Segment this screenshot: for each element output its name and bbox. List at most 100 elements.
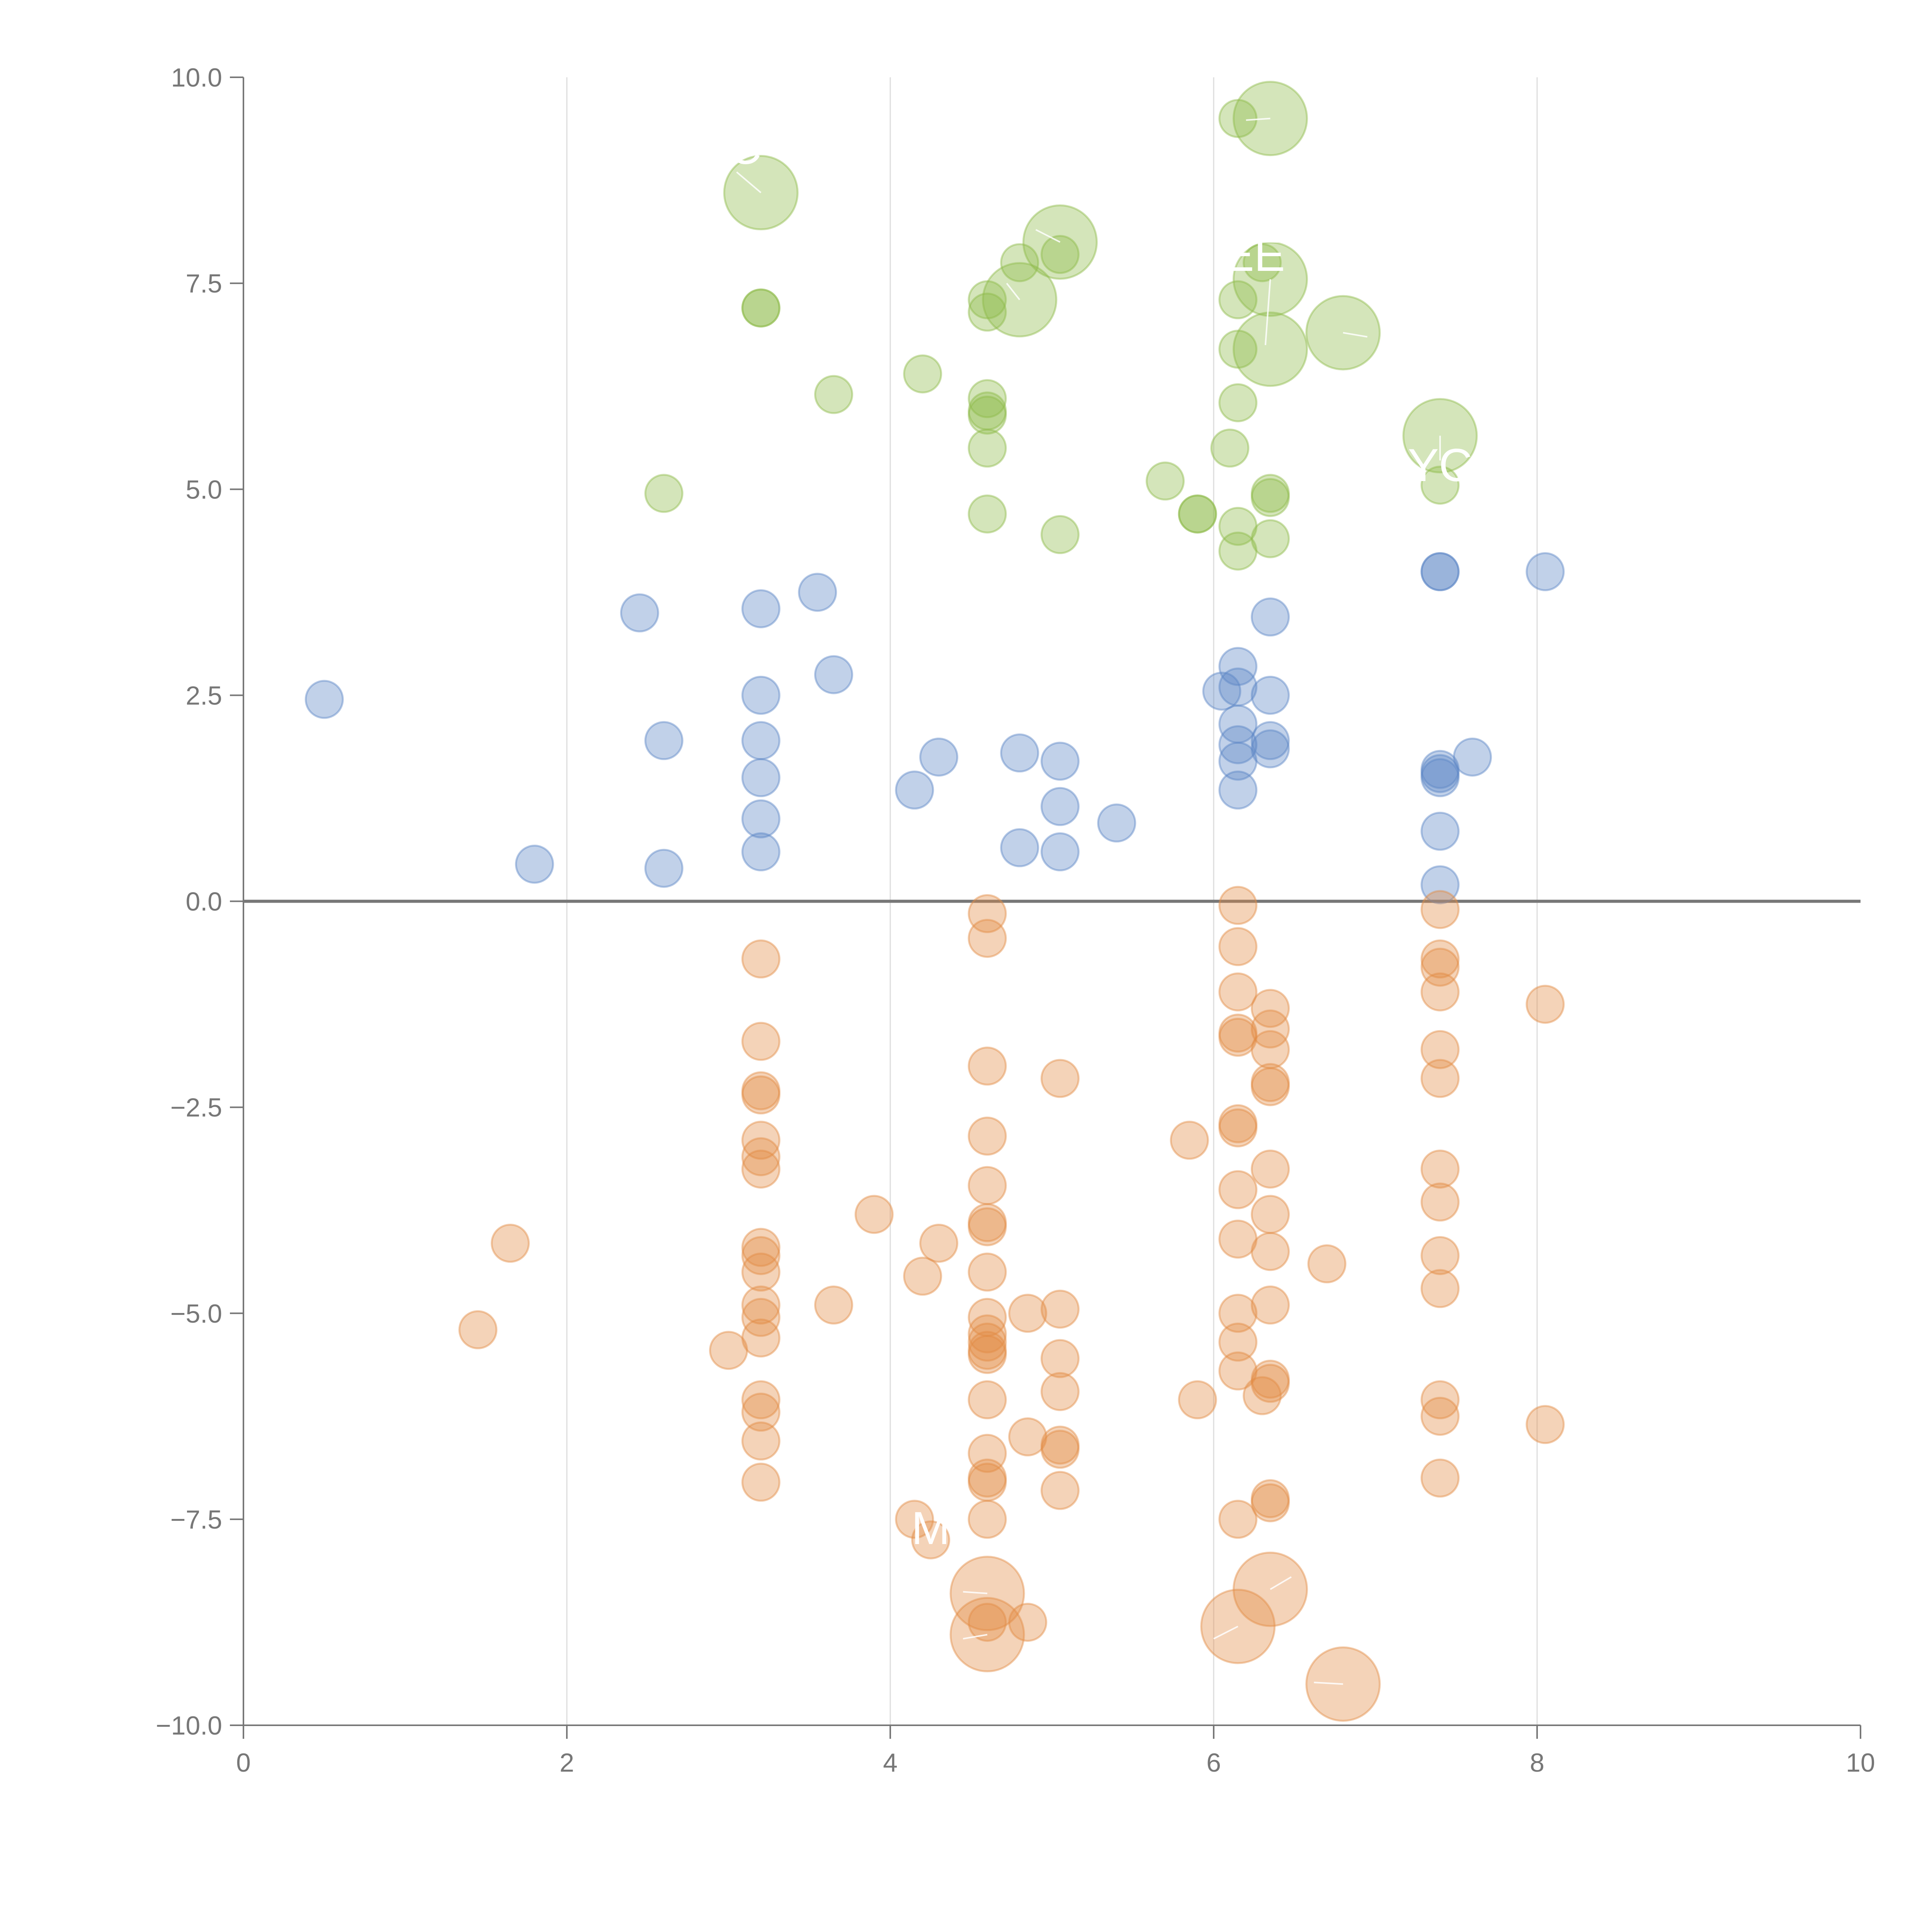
data-point-orange [741, 1121, 781, 1160]
data-point-orange [968, 1252, 1007, 1292]
data-point-orange [1250, 1359, 1290, 1399]
data-point-blue [1420, 758, 1460, 798]
data-point-blue [1097, 803, 1136, 843]
data-point-orange [968, 1046, 1007, 1086]
data-point-blue [895, 770, 934, 810]
data-point-green [968, 429, 1007, 468]
data-point-green [1218, 330, 1258, 369]
y-tick-label: 10.0 [171, 63, 222, 92]
data-point-orange [968, 1298, 1007, 1337]
data-point-orange [968, 1602, 1007, 1642]
data-point-orange [1218, 1108, 1258, 1148]
data-point-orange [968, 1458, 1007, 1498]
data-point-blue [741, 675, 781, 715]
x-tick-label: 10 [1846, 1748, 1875, 1777]
data-point-orange [741, 1421, 781, 1461]
data-point-orange [1178, 1380, 1217, 1420]
data-point-orange [741, 1298, 781, 1337]
data-point-green [903, 354, 942, 394]
data-point-orange [895, 1500, 934, 1539]
data-point-blue [741, 758, 781, 798]
data-point-orange [1420, 972, 1460, 1012]
data-point-orange [1420, 1236, 1460, 1275]
data-point-blue [1250, 675, 1290, 715]
data-point-orange [1420, 1380, 1460, 1420]
y-tick-label: −10.0 [156, 1711, 222, 1740]
data-point-orange [968, 1380, 1007, 1420]
data-point-orange [1420, 1458, 1460, 1498]
annotation-leader-line [1246, 117, 1270, 121]
x-tick-label: 6 [1206, 1748, 1221, 1777]
data-point-green [1243, 243, 1282, 282]
data-point-orange [1420, 1030, 1460, 1069]
data-point-green [1210, 429, 1250, 468]
data-point-orange [1420, 939, 1460, 979]
data-point-orange [1250, 1030, 1290, 1069]
data-point-orange [1307, 1244, 1347, 1284]
data-point-green [1178, 494, 1217, 534]
data-point-blue [644, 721, 684, 760]
data-point-blue [741, 589, 781, 628]
data-point-orange [1250, 1285, 1290, 1325]
data-point-green [1250, 474, 1290, 513]
data-point-orange [1250, 1364, 1290, 1403]
data-point-orange [1218, 1104, 1258, 1143]
data-point-orange [968, 1314, 1007, 1354]
data-point-orange [1170, 1121, 1209, 1160]
annotation-label: EE [1223, 229, 1285, 281]
y-tick-label: −7.5 [170, 1505, 222, 1534]
data-point-orange [911, 1520, 951, 1560]
data-point-blue [1218, 704, 1258, 744]
annotation-leader-line [1213, 1626, 1238, 1639]
data-point-blue [1526, 552, 1565, 591]
data-point-blue [1420, 865, 1460, 905]
data-point-green [968, 391, 1007, 431]
data-point-blue [1040, 787, 1080, 826]
data-point-green [968, 293, 1007, 332]
data-point-green [1145, 461, 1185, 501]
data-point-blue [304, 680, 344, 719]
data-point-green [1218, 99, 1258, 138]
data-point-orange [968, 918, 1007, 958]
annotation-leader-line [963, 1591, 988, 1594]
data-point-orange [741, 1285, 781, 1325]
data-point-orange [1218, 1017, 1258, 1057]
data-point-orange [458, 1310, 498, 1349]
data-point-orange [1250, 1479, 1290, 1519]
data-point-green [741, 288, 781, 328]
x-tick-label: 4 [883, 1748, 898, 1777]
data-point-green [968, 494, 1007, 534]
data-point-green [1218, 507, 1258, 546]
data-point-blue [1218, 647, 1258, 686]
data-point-blue [644, 849, 684, 888]
data-point-orange [491, 1223, 530, 1263]
data-point-orange [1218, 1294, 1258, 1333]
data-point-orange [1218, 1351, 1258, 1391]
data-point-orange [968, 1203, 1007, 1242]
data-point-orange [1218, 1219, 1258, 1259]
data-point-orange [1420, 1059, 1460, 1098]
y-tick-label: 5.0 [185, 475, 222, 504]
data-point-orange [1040, 1339, 1080, 1378]
data-point-orange [1008, 1417, 1048, 1457]
data-point-blue [1420, 552, 1460, 591]
data-point-green [1218, 280, 1258, 320]
data-point-orange [741, 1380, 781, 1420]
data-point-green [1000, 243, 1039, 282]
data-point-green [1218, 383, 1258, 422]
y-tick-label: 2.5 [185, 681, 222, 710]
data-point-blue [1000, 733, 1039, 773]
data-point-blue [1218, 742, 1258, 781]
data-point-blue [1040, 742, 1080, 781]
data-point-orange [903, 1257, 942, 1296]
axes: 10.0 7.5 5.0 2.5 0.0 −2.5 −5.0 −7.5 −10.0 0 2 4 6 8 10 [156, 63, 1875, 1777]
data-point-orange [1250, 1195, 1290, 1234]
data-point-green [1178, 494, 1217, 534]
data-point-orange [1420, 1182, 1460, 1222]
data-point-orange [1218, 1500, 1258, 1539]
data-point-blue [1420, 750, 1460, 789]
data-point-orange [1250, 1067, 1290, 1106]
data-point-orange [1243, 1376, 1282, 1415]
annotation-leader-line [1343, 332, 1367, 338]
